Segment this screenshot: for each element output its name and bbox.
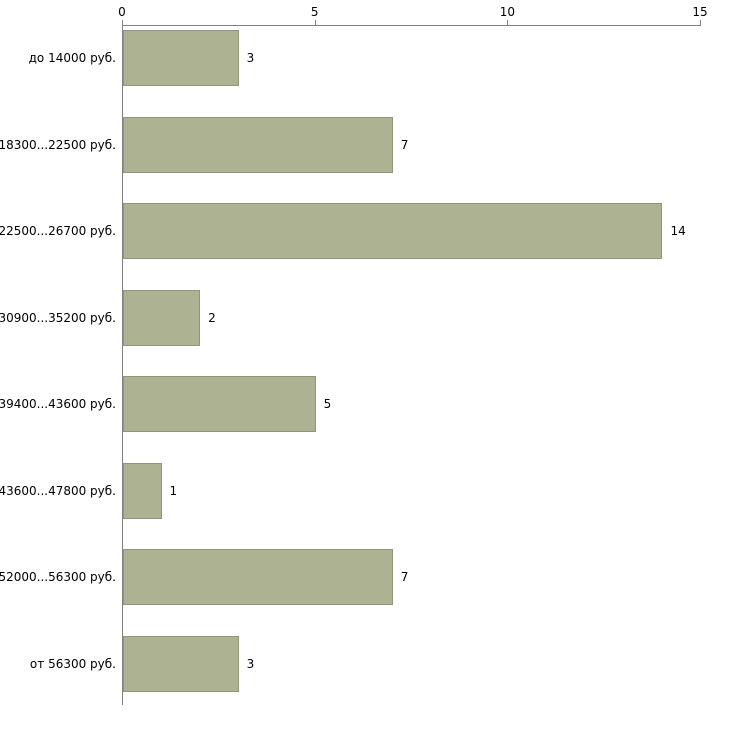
value-label: 7 (400, 570, 409, 584)
category-label: 22500...26700 руб. (0, 224, 116, 238)
x-tick (314, 20, 316, 25)
y-axis (122, 25, 123, 705)
bar (123, 635, 239, 692)
bar (123, 116, 393, 173)
bar (123, 289, 201, 346)
bar (123, 462, 162, 519)
x-tick (122, 20, 123, 25)
value-label: 1 (169, 483, 178, 498)
value-label: 14 (670, 224, 686, 238)
bar (123, 30, 239, 86)
bar (123, 203, 663, 259)
category-label: 18300...22500 руб. (0, 137, 116, 152)
category-label: 43600...47800 руб. (0, 483, 116, 498)
x-tick-label: 10 (499, 5, 515, 19)
category-label: 39400...43600 руб. (0, 397, 116, 411)
value-label: 5 (323, 397, 332, 411)
value-label: 7 (400, 137, 409, 152)
x-tick-label: 5 (310, 5, 319, 19)
x-tick (507, 20, 509, 25)
bar (123, 376, 316, 432)
category-label: 52000...56300 руб. (0, 570, 116, 584)
value-label: 2 (208, 310, 216, 325)
category-label: 30900...35200 руб. (0, 310, 116, 325)
category-label: от 56300 руб. (29, 656, 116, 671)
value-label: 3 (246, 51, 255, 65)
x-tick-label: 0 (118, 5, 126, 19)
category-label: до 14000 руб. (28, 51, 116, 65)
x-axis (122, 25, 701, 26)
x-tick (700, 20, 701, 25)
x-tick-label: 15 (692, 5, 708, 19)
value-label: 3 (246, 656, 255, 671)
bar (123, 549, 393, 605)
